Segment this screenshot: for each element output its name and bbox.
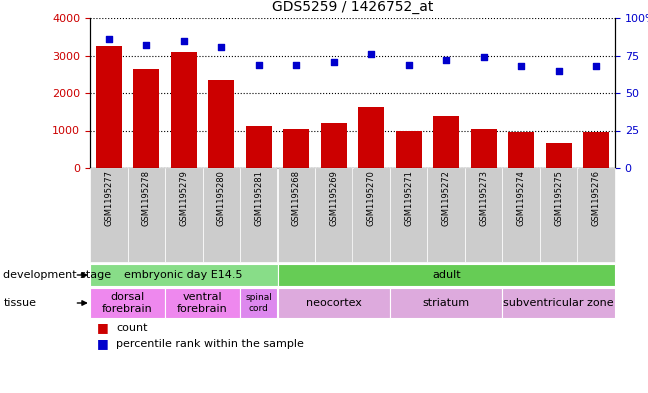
Bar <box>502 288 615 318</box>
Bar <box>90 288 165 318</box>
Text: ■: ■ <box>97 337 108 350</box>
Text: spinal
cord: spinal cord <box>246 293 272 313</box>
Bar <box>390 168 428 262</box>
Bar <box>390 288 502 318</box>
Bar <box>96 46 122 168</box>
Point <box>141 42 152 48</box>
Text: subventricular zone: subventricular zone <box>503 298 614 308</box>
Bar <box>277 168 315 262</box>
Text: GSM1195275: GSM1195275 <box>554 170 563 226</box>
Bar <box>165 288 240 318</box>
Text: percentile rank within the sample: percentile rank within the sample <box>116 339 304 349</box>
Bar <box>502 168 540 262</box>
Text: dorsal
forebrain: dorsal forebrain <box>102 292 153 314</box>
Text: GSM1195270: GSM1195270 <box>367 170 376 226</box>
Bar <box>465 168 502 262</box>
Bar <box>240 288 277 318</box>
Text: GSM1195273: GSM1195273 <box>480 170 488 226</box>
Point <box>253 61 264 68</box>
Bar <box>353 168 390 262</box>
Text: adult: adult <box>432 270 461 280</box>
Text: development stage: development stage <box>3 270 111 280</box>
Bar <box>321 123 347 168</box>
Point <box>104 36 114 42</box>
Text: neocortex: neocortex <box>306 298 362 308</box>
Bar <box>90 168 128 262</box>
Bar <box>358 107 384 168</box>
Point <box>404 61 414 68</box>
Bar <box>128 168 165 262</box>
Bar <box>202 168 240 262</box>
Bar <box>283 129 309 168</box>
Text: GSM1195280: GSM1195280 <box>216 170 226 226</box>
Bar <box>240 168 277 262</box>
Text: count: count <box>116 323 148 333</box>
Bar <box>165 168 202 262</box>
Bar <box>428 168 465 262</box>
Text: GSM1195274: GSM1195274 <box>516 170 526 226</box>
Bar <box>470 129 497 168</box>
Point <box>329 58 339 64</box>
Bar <box>90 264 277 286</box>
Text: GSM1195269: GSM1195269 <box>329 170 338 226</box>
Bar <box>508 132 535 168</box>
Bar <box>577 168 615 262</box>
Bar <box>277 288 390 318</box>
Point <box>516 63 526 69</box>
Text: GSM1195279: GSM1195279 <box>179 170 189 226</box>
Bar <box>546 143 572 168</box>
Text: GSM1195281: GSM1195281 <box>254 170 263 226</box>
Bar <box>433 116 459 168</box>
Title: GDS5259 / 1426752_at: GDS5259 / 1426752_at <box>272 0 433 14</box>
Point <box>591 63 601 69</box>
Point <box>441 57 452 63</box>
Point <box>291 61 301 68</box>
Text: GSM1195277: GSM1195277 <box>104 170 113 226</box>
Text: GSM1195276: GSM1195276 <box>592 170 601 226</box>
Point <box>553 67 564 73</box>
Bar <box>133 69 159 168</box>
Point <box>366 51 376 57</box>
Text: striatum: striatum <box>422 298 470 308</box>
Text: ventral
forebrain: ventral forebrain <box>177 292 228 314</box>
Bar <box>540 168 577 262</box>
Bar <box>208 80 235 168</box>
Point <box>216 43 226 50</box>
Bar <box>170 52 197 168</box>
Bar <box>396 130 422 168</box>
Bar <box>583 132 609 168</box>
Text: tissue: tissue <box>3 298 36 308</box>
Text: ■: ■ <box>97 321 108 334</box>
Point <box>479 54 489 60</box>
Bar <box>277 264 615 286</box>
Text: GSM1195271: GSM1195271 <box>404 170 413 226</box>
Text: embryonic day E14.5: embryonic day E14.5 <box>124 270 243 280</box>
Point <box>179 37 189 44</box>
Text: GSM1195272: GSM1195272 <box>442 170 451 226</box>
Bar <box>315 168 353 262</box>
Text: GSM1195268: GSM1195268 <box>292 170 301 226</box>
Bar <box>246 126 272 168</box>
Text: GSM1195278: GSM1195278 <box>142 170 151 226</box>
